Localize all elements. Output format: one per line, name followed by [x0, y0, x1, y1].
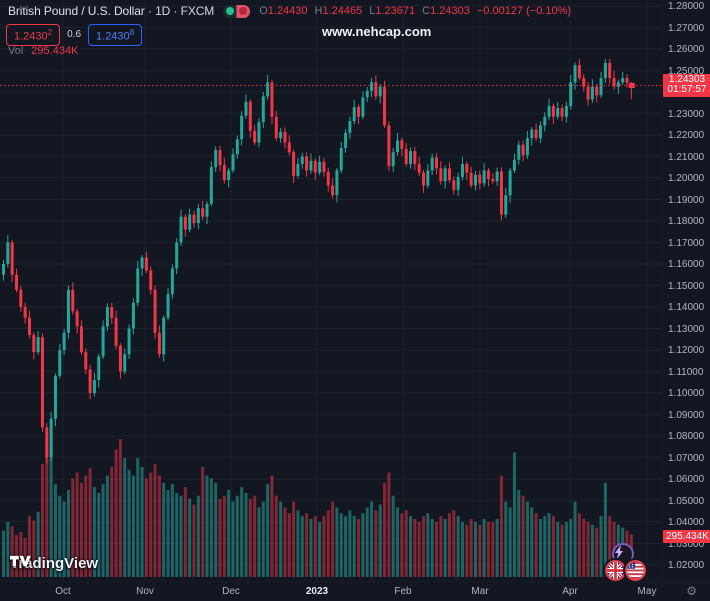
interval-label: 1D — [155, 4, 171, 18]
price-tick: 1.26000 — [668, 44, 705, 55]
price-tick: 1.16000 — [668, 259, 705, 270]
market-open-dot-icon — [226, 7, 235, 15]
price-tick: 1.07000 — [668, 452, 705, 464]
settings-gear-icon[interactable]: ⚙ — [686, 584, 697, 598]
time-tick: Oct — [55, 586, 71, 597]
high-label: H — [314, 5, 323, 17]
sell-bid-button[interactable]: 1.24302 — [6, 24, 61, 46]
time-tick: Apr — [562, 586, 578, 597]
price-tick: 1.13000 — [668, 323, 705, 335]
time-tick: Nov — [136, 586, 154, 597]
ask-price: 1.2430 — [96, 30, 130, 43]
countdown-timer: 01:57:57 — [667, 84, 707, 96]
close-value: 1.24303 — [430, 5, 470, 17]
tradingview-logo[interactable]: TradingView — [10, 555, 98, 572]
time-tick: Mar — [471, 586, 489, 597]
separator: · — [173, 4, 178, 18]
separator: · — [147, 4, 152, 18]
exchange-label: FXCM — [180, 4, 215, 18]
last-price-label: 1.24303 01:57:57 — [663, 74, 710, 98]
volume-value: 295.434K — [31, 45, 79, 57]
price-tick: 1.04000 — [668, 517, 705, 528]
volume-readout: Vol 295.434K — [8, 45, 78, 57]
price-axis[interactable]: 1.280001.270001.260001.250001.240001.230… — [662, 0, 710, 581]
close-label: C — [422, 5, 431, 17]
time-tick: 2023 — [305, 586, 329, 597]
price-tick: 1.18000 — [668, 216, 705, 227]
tradingview-logo-icon — [10, 555, 31, 567]
market-status-toggle[interactable] — [223, 4, 251, 18]
volume-axis-label: 295.434K — [663, 530, 710, 543]
market-closed-dot-icon — [239, 7, 248, 15]
price-tick: 1.11000 — [668, 366, 704, 378]
price-tick: 1.20000 — [668, 173, 705, 184]
bid-price: 1.2430 — [14, 30, 48, 43]
price-tick: 1.12000 — [668, 345, 705, 356]
price-tick: 1.09000 — [668, 409, 705, 421]
usd-flag-icon[interactable] — [625, 560, 646, 581]
open-value: 1.24430 — [267, 5, 308, 17]
quote-panel: 1.24302 0.6 1.24308 — [6, 24, 143, 46]
symbol-name: British Pound / U.S. Dollar — [8, 4, 145, 18]
price-tick: 1.28000 — [668, 1, 705, 12]
spread-value: 0.6 — [67, 29, 82, 41]
low-value: 1.23671 — [375, 5, 416, 17]
time-axis[interactable]: Oct Nov Dec 2023 Feb Mar Apr May ⚙ — [0, 581, 710, 601]
low-label: L — [369, 5, 376, 17]
price-tick: 1.23000 — [668, 108, 705, 120]
time-tick: May — [637, 586, 657, 597]
price-tick: 1.22000 — [668, 130, 705, 141]
chart-legend: British Pound / U.S. Dollar · 1D · FXCM … — [8, 4, 571, 18]
price-tick: 1.21000 — [668, 151, 705, 163]
price-tick: 1.17000 — [668, 237, 705, 249]
buy-ask-button[interactable]: 1.24308 — [88, 24, 143, 46]
price-tick: 1.25000 — [668, 65, 705, 77]
lightning-bolt-icon — [615, 545, 623, 559]
open-label: O — [259, 5, 268, 17]
time-tick: Dec — [222, 586, 240, 597]
bid-price-sup: 2 — [47, 28, 53, 37]
price-tick: 1.19000 — [668, 194, 705, 206]
last-price-value: 1.24303 — [668, 74, 706, 86]
ask-price-sup: 8 — [129, 28, 135, 37]
tradingview-logo-text: TradingView — [10, 555, 99, 572]
price-tick: 1.06000 — [668, 474, 705, 485]
high-value: 1.24465 — [322, 5, 363, 17]
chart-pane[interactable]: British Pound / U.S. Dollar · 1D · FXCM … — [0, 0, 662, 581]
price-tick: 1.14000 — [668, 302, 705, 313]
volume-label: Vol — [8, 45, 24, 57]
price-tick: 1.08000 — [668, 431, 705, 442]
symbol-title[interactable]: British Pound / U.S. Dollar · 1D · FXCM — [8, 4, 214, 18]
price-tick: 1.27000 — [668, 22, 705, 34]
price-tick: 1.02000 — [668, 560, 705, 571]
price-tick: 1.03000 — [668, 538, 705, 550]
price-tick: 1.10000 — [668, 388, 705, 399]
chart-canvas[interactable] — [0, 0, 662, 581]
time-tick: Feb — [394, 586, 412, 597]
change-value: −0.00127 (−0.10%) — [476, 5, 572, 17]
price-tick: 1.05000 — [668, 495, 705, 507]
ohlc-readout: O1.24430 H1.24465 L1.23671 C1.24303 −0.0… — [259, 5, 571, 17]
watermark-text: www.nehcap.com — [322, 24, 432, 39]
gbp-flag-icon[interactable] — [605, 560, 626, 581]
price-tick: 1.15000 — [668, 280, 705, 292]
